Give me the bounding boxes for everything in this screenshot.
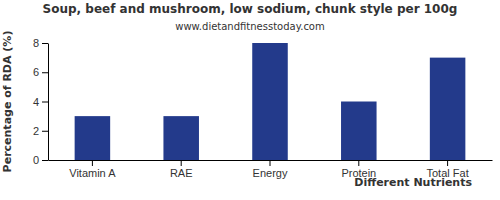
y-tick-mark	[42, 72, 48, 73]
x-tick-mark	[447, 160, 448, 166]
y-axis-line	[48, 44, 49, 161]
y-tick-label: 4	[33, 96, 39, 108]
bar	[75, 116, 111, 160]
y-tick-label: 0	[33, 154, 39, 166]
y-tick-mark	[42, 131, 48, 132]
chart: Soup, beef and mushroom, low sodium, chu…	[0, 0, 500, 200]
y-axis-title: Percentage of RDA (%)	[1, 31, 14, 173]
y-tick-label: 8	[33, 37, 39, 49]
x-tick-mark	[270, 160, 271, 166]
x-tick-mark	[358, 160, 359, 166]
y-tick-mark	[42, 102, 48, 103]
y-axis: 0 2 4 6 8	[33, 37, 49, 166]
x-tick-mark	[92, 160, 93, 166]
y-tick: 6	[33, 66, 48, 78]
bar	[430, 58, 466, 160]
bar	[341, 102, 377, 161]
bar	[163, 116, 199, 160]
title: Soup, beef and mushroom, low sodium, chu…	[43, 2, 458, 16]
subtitle: www.dietandfitnesstoday.com	[175, 21, 324, 32]
y-tick: 2	[33, 125, 48, 137]
y-tick: 4	[33, 96, 48, 108]
x-tick: Energy	[253, 160, 288, 179]
x-tick-mark	[181, 160, 182, 166]
x-tick: Vitamin A	[69, 160, 116, 179]
x-tick: RAE	[170, 160, 193, 179]
bars	[75, 43, 466, 160]
y-tick-mark	[42, 43, 48, 44]
plot-area: 02468Vitamin ARAEEnergyProteinTotal Fat	[33, 37, 493, 179]
bar	[252, 43, 288, 160]
y-tick-label: 6	[33, 66, 39, 78]
x-tick-label: Energy	[253, 167, 288, 179]
x-axis-title: Different Nutrients	[354, 176, 472, 189]
y-tick-label: 2	[33, 125, 39, 137]
y-tick: 8	[33, 37, 48, 49]
x-tick-label: RAE	[170, 167, 193, 179]
y-tick-mark	[42, 160, 48, 161]
x-tick-label: Vitamin A	[69, 167, 116, 179]
y-tick: 0	[33, 154, 48, 166]
